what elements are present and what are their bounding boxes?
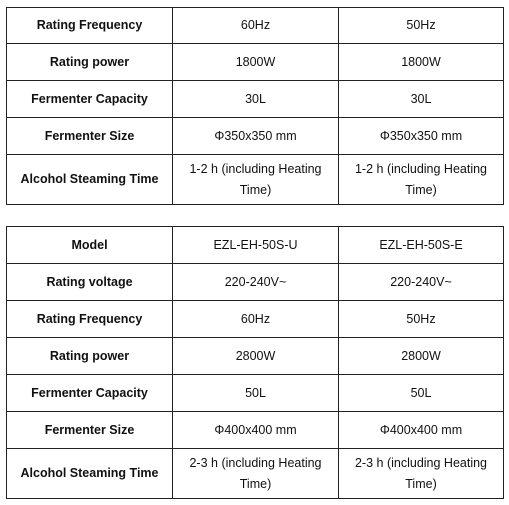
cell-line: Time) — [405, 476, 437, 491]
row-label: Fermenter Capacity — [6, 80, 173, 118]
cell-value: 220-240V~ — [172, 263, 339, 301]
cell-value: 220-240V~ — [338, 263, 504, 301]
row-label: Fermenter Capacity — [6, 374, 173, 412]
cell-value: 2800W — [172, 337, 339, 375]
cell-value: 2-3 h (including Heating Time) — [172, 448, 339, 499]
cell-value: 1-2 h (including Heating Time) — [338, 154, 504, 205]
cell-value: EZL-EH-50S-U — [172, 226, 339, 264]
cell-value: 50Hz — [338, 300, 504, 338]
cell-value: 50L — [338, 374, 504, 412]
cell-value: 2800W — [338, 337, 504, 375]
cell-value: 1800W — [338, 43, 504, 81]
row-label: Alcohol Steaming Time — [6, 448, 173, 499]
row-label: Fermenter Size — [6, 411, 173, 449]
cell-value: 50L — [172, 374, 339, 412]
table-row: Alcohol Steaming Time 1-2 h (including H… — [6, 154, 504, 205]
cell-line: 2-3 h (including Heating — [354, 455, 488, 470]
cell-value: Φ350x350 mm — [338, 117, 504, 155]
cell-value: Φ400x400 mm — [172, 411, 339, 449]
table-row: Rating power 2800W 2800W — [6, 337, 504, 375]
cell-line: Time) — [239, 182, 272, 197]
cell-value: 60Hz — [172, 7, 339, 44]
table-row: Alcohol Steaming Time 2-3 h (including H… — [6, 448, 504, 499]
table-row: Fermenter Capacity 30L 30L — [6, 80, 504, 118]
row-label: Model — [6, 226, 173, 264]
cell-value: EZL-EH-50S-E — [338, 226, 504, 264]
row-label: Fermenter Size — [6, 117, 173, 155]
cell-line: 2-3 h (including Heating — [189, 455, 322, 470]
table-row: Fermenter Size Φ400x400 mm Φ400x400 mm — [6, 411, 504, 449]
cell-value: 1-2 h (including Heating Time) — [172, 154, 339, 205]
spec-table-top: Rating Frequency 60Hz 50Hz Rating power … — [6, 7, 504, 205]
cell-value: Φ400x400 mm — [338, 411, 504, 449]
table-row: Rating power 1800W 1800W — [6, 43, 504, 81]
cell-value: 30L — [172, 80, 339, 118]
cell-line: 1-2 h (including Heating — [189, 161, 322, 176]
row-label: Rating power — [6, 43, 173, 81]
row-label: Rating power — [6, 337, 173, 375]
table-row: Model EZL-EH-50S-U EZL-EH-50S-E — [6, 226, 504, 264]
cell-line: Time) — [239, 476, 272, 491]
spec-table-bottom: Model EZL-EH-50S-U EZL-EH-50S-E Rating v… — [6, 226, 504, 499]
cell-line: Time) — [405, 182, 437, 197]
table-row: Rating Frequency 60Hz 50Hz — [6, 300, 504, 338]
cell-line: 1-2 h (including Heating — [354, 161, 488, 176]
table-row: Rating voltage 220-240V~ 220-240V~ — [6, 263, 504, 301]
cell-value: 30L — [338, 80, 504, 118]
row-label: Alcohol Steaming Time — [6, 154, 173, 205]
row-label: Rating voltage — [6, 263, 173, 301]
table-row: Fermenter Size Φ350x350 mm Φ350x350 mm — [6, 117, 504, 155]
cell-value: Φ350x350 mm — [172, 117, 339, 155]
cell-value: 2-3 h (including Heating Time) — [338, 448, 504, 499]
row-label: Rating Frequency — [6, 7, 173, 44]
cell-value: 60Hz — [172, 300, 339, 338]
table-row: Fermenter Capacity 50L 50L — [6, 374, 504, 412]
table-row: Rating Frequency 60Hz 50Hz — [6, 7, 504, 44]
cell-value: 50Hz — [338, 7, 504, 44]
row-label: Rating Frequency — [6, 300, 173, 338]
cell-value: 1800W — [172, 43, 339, 81]
